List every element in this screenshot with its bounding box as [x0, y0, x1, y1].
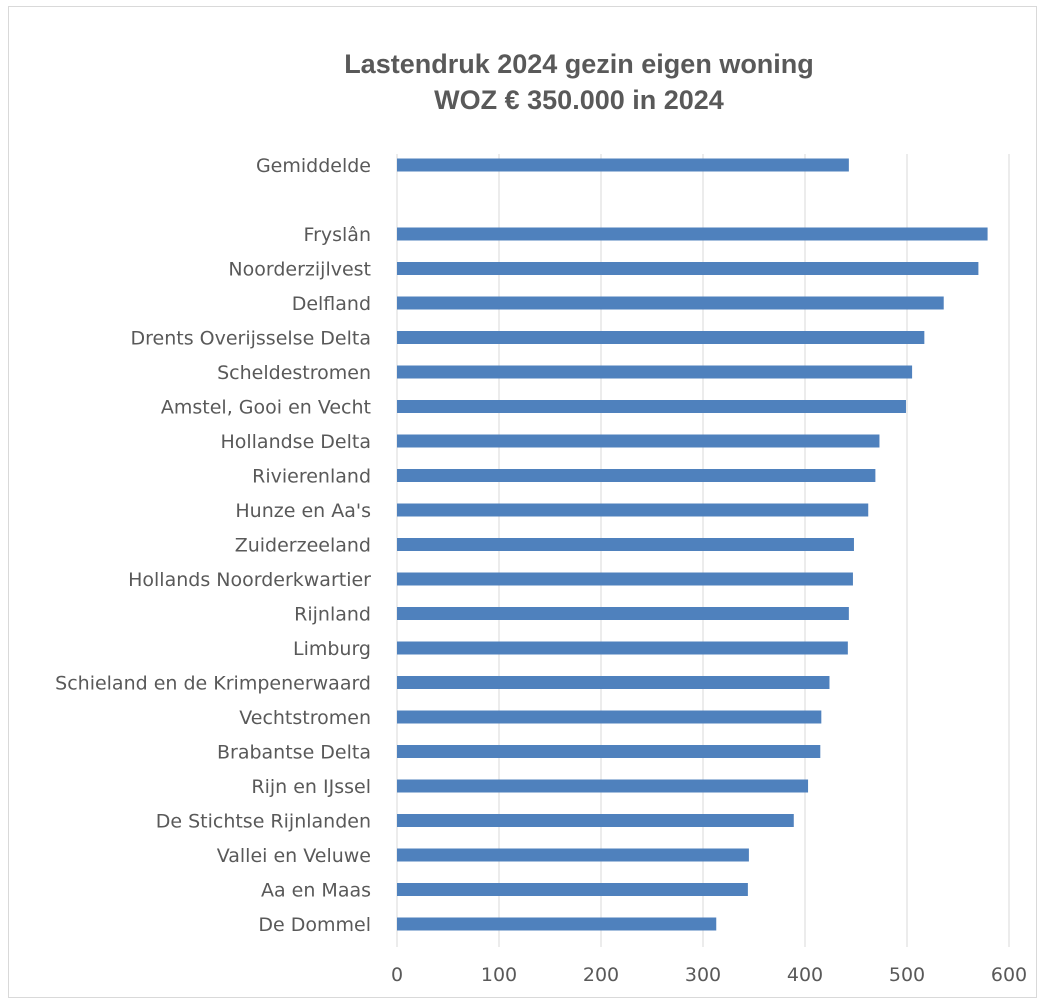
category-label: Noorderzijlvest: [228, 259, 371, 281]
category-label: Vechtstromen: [239, 707, 371, 729]
bar: [397, 779, 809, 793]
category-label: Brabantse Delta: [217, 742, 371, 764]
category-label: Amstel, Gooi en Vecht: [161, 397, 371, 419]
category-label: Zuiderzeeland: [235, 535, 371, 557]
x-tick-label: 300: [685, 964, 721, 986]
category-label: Scheldestromen: [217, 362, 371, 384]
bar: [397, 676, 830, 689]
bar: [397, 538, 854, 551]
bar: [397, 503, 869, 517]
bar: [397, 883, 748, 896]
x-axis-tick-labels: 0 100 200 300 400 500 600: [391, 964, 1027, 986]
bar: [397, 227, 988, 241]
category-label: Rivierenland: [252, 466, 371, 488]
bar: [397, 814, 794, 827]
bar: [397, 469, 876, 482]
category-label: Gemiddelde: [256, 155, 371, 177]
bar-chart: Lastendruk 2024 gezin eigen woning WOZ €…: [55, 49, 1027, 986]
category-label: Hollands Noorderkwartier: [128, 569, 371, 591]
bar: [397, 365, 913, 379]
category-label: Vallei en Veluwe: [217, 845, 371, 867]
category-label: Drents Overijsselse Delta: [131, 328, 372, 350]
x-tick-label: 500: [889, 964, 925, 986]
category-label: De Stichtse Rijnlanden: [156, 811, 371, 833]
x-tick-label: 400: [787, 964, 823, 986]
category-label: Rijn en IJssel: [251, 776, 371, 798]
category-label: Schieland en de Krimpenerwaard: [55, 673, 371, 695]
bar: [397, 331, 925, 344]
category-label: Hunze en Aa's: [235, 500, 371, 522]
chart-subtitle: WOZ € 350.000 in 2024: [434, 85, 724, 115]
chart-frame: Lastendruk 2024 gezin eigen woning WOZ €…: [8, 6, 1037, 998]
bar: [397, 745, 821, 758]
bars: [397, 158, 988, 931]
bar: [397, 607, 849, 620]
bar: [397, 434, 880, 448]
bar: [397, 917, 717, 931]
category-label: Hollandse Delta: [220, 431, 371, 453]
bar: [397, 641, 848, 655]
category-labels: Gemiddelde Fryslân Noorderzijlvest Delfland…: [55, 155, 371, 936]
bar: [397, 710, 822, 724]
category-label: Delfland: [292, 293, 371, 315]
bar: [397, 296, 944, 310]
chart-title: Lastendruk 2024 gezin eigen woning: [344, 49, 814, 79]
x-tick-label: 0: [391, 964, 403, 986]
category-label: Aa en Maas: [261, 880, 371, 902]
x-tick-label: 600: [991, 964, 1027, 986]
bar: [397, 262, 979, 275]
bar: [397, 848, 749, 862]
x-tick-label: 200: [583, 964, 619, 986]
category-label: Limburg: [293, 638, 371, 660]
x-tick-label: 100: [481, 964, 517, 986]
bar: [397, 158, 849, 172]
bar: [397, 400, 906, 413]
category-label: Fryslân: [304, 224, 371, 246]
category-label: De Dommel: [258, 914, 371, 936]
category-label: Rijnland: [294, 604, 371, 626]
bar: [397, 572, 853, 586]
